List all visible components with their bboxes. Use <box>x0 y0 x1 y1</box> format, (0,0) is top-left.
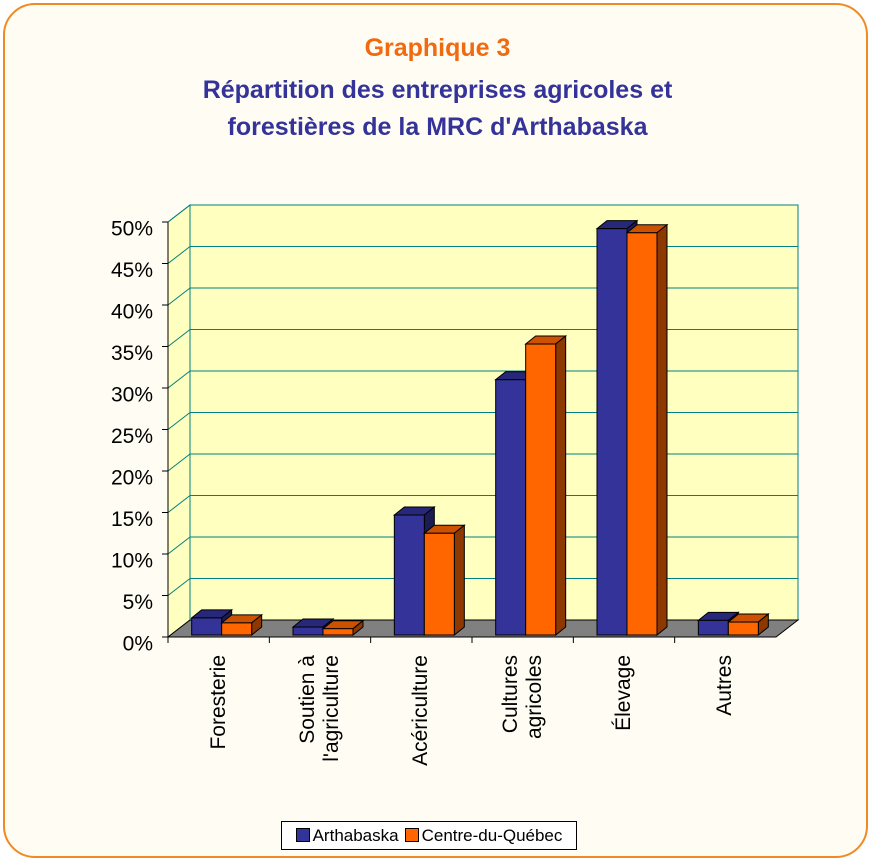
x-tick-label: Foresterie <box>206 655 230 750</box>
bar-front <box>292 626 324 636</box>
x-tick-label: Autres <box>713 655 737 716</box>
y-tick-label: 0% <box>123 633 153 656</box>
legend-label: Centre-du-Québec <box>421 825 563 845</box>
grid-line <box>167 536 191 555</box>
bar-side <box>555 334 567 637</box>
y-tick-label: 40% <box>111 301 153 324</box>
y-tick-label: 20% <box>111 467 153 490</box>
bar-front <box>697 619 729 636</box>
bar-front <box>727 621 759 636</box>
bar-side <box>656 223 668 637</box>
y-tick-label: 35% <box>111 342 153 365</box>
y-tick-label: 15% <box>111 508 153 531</box>
grid-line <box>167 329 191 347</box>
legend-label: Arthabaska <box>312 825 399 845</box>
grid-line <box>167 287 191 306</box>
bar <box>726 613 770 637</box>
grid-line <box>167 204 191 223</box>
bar-front <box>495 379 527 636</box>
y-tick-label: 25% <box>111 425 153 448</box>
x-tick-label: Acériculture <box>409 655 433 766</box>
grid-line <box>167 495 191 513</box>
grid-line <box>167 412 191 430</box>
bar-front <box>596 228 628 636</box>
bar-front <box>322 628 354 636</box>
y-tick-label: 10% <box>111 550 153 573</box>
bar-front <box>423 532 455 636</box>
bar <box>220 613 264 637</box>
x-tick-label: Cultures agricoles <box>498 655 546 740</box>
bar-front <box>393 514 425 636</box>
grid-line <box>167 453 191 472</box>
bar <box>524 334 568 637</box>
y-tick-label: 50% <box>111 218 153 241</box>
bar <box>625 223 669 637</box>
bar-front <box>525 343 557 636</box>
x-tick-label: Élevage <box>612 655 635 731</box>
grid-line <box>167 578 191 596</box>
x-tick-label: Soutien à l'agriculture <box>296 655 343 762</box>
legend-item: Centre-du-Québec <box>404 825 563 846</box>
y-tick-label: 30% <box>111 384 153 407</box>
grid-line <box>167 246 191 264</box>
chart-subtitle: Répartition des entreprises agricoles et… <box>202 76 673 141</box>
bar-side <box>453 524 465 637</box>
bar-front <box>221 622 253 636</box>
legend: Arthabaska Centre-du-Québec <box>281 821 577 850</box>
legend-swatch <box>404 827 419 842</box>
chart-title: Graphique 3 <box>364 34 511 62</box>
bar-front <box>626 232 658 636</box>
bar <box>422 524 466 637</box>
bar <box>321 619 365 637</box>
legend-item: Arthabaska <box>295 825 399 846</box>
y-tick-label: 45% <box>111 259 153 282</box>
bar-front <box>191 617 223 636</box>
legend-swatch <box>295 827 310 842</box>
grid-line <box>167 370 191 389</box>
y-tick-label: 5% <box>123 591 153 614</box>
